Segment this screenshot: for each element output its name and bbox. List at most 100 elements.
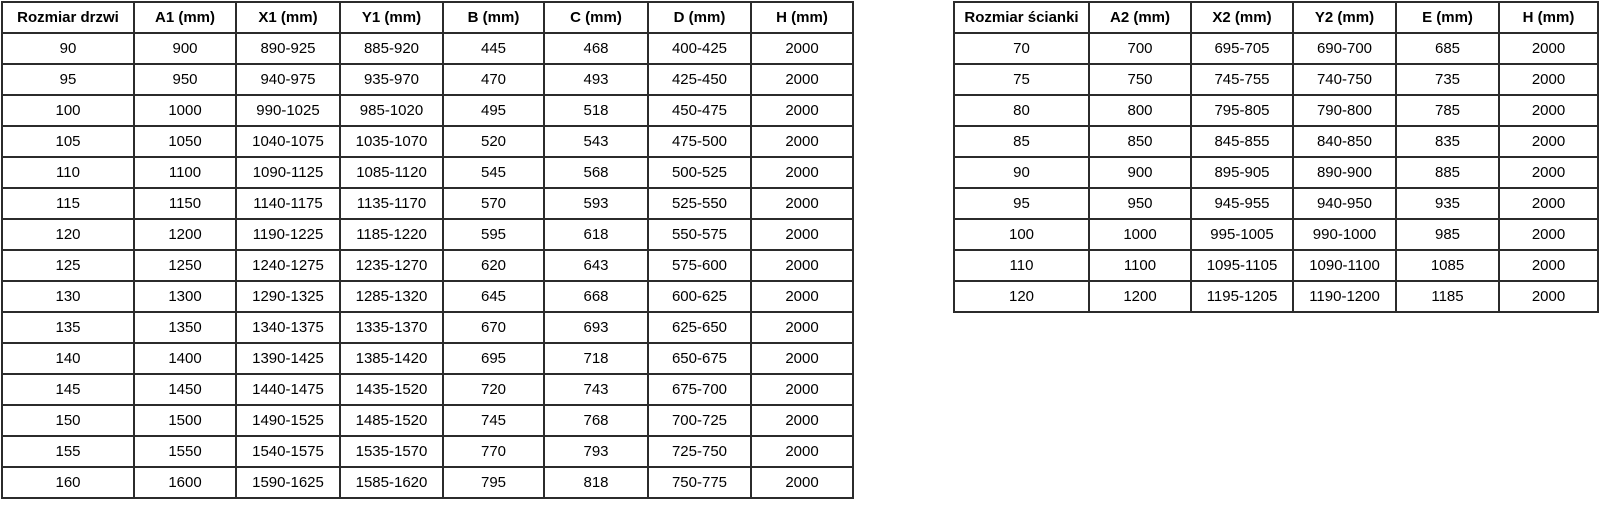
table-cell: 690-700	[1292, 32, 1397, 65]
table-cell: 668	[543, 280, 649, 313]
column-header: Y1 (mm)	[339, 1, 444, 34]
column-header: B (mm)	[442, 1, 545, 34]
table-cell: 743	[543, 373, 649, 406]
table-cell: 1285-1320	[339, 280, 444, 313]
table-cell: 1385-1420	[339, 342, 444, 375]
table-cell: 895-905	[1190, 156, 1294, 189]
table-cell: 900	[1088, 156, 1192, 189]
table-cell: 985	[1395, 218, 1500, 251]
table-cell: 670	[442, 311, 545, 344]
table-cell: 150	[1, 404, 135, 437]
table-cell: 2000	[750, 94, 854, 127]
table-cell: 135	[1, 311, 135, 344]
table-cell: 750-775	[647, 466, 752, 499]
table-cell: 695	[442, 342, 545, 375]
table-cell: 2000	[750, 63, 854, 96]
table-cell: 840-850	[1292, 125, 1397, 158]
table-cell: 2000	[750, 125, 854, 158]
table-cell: 650-675	[647, 342, 752, 375]
table-row: 75 750 745-755 740-750 735 2000	[953, 63, 1599, 96]
table-cell: 100	[1, 94, 135, 127]
table-cell: 745-755	[1190, 63, 1294, 96]
table-cell: 1390-1425	[235, 342, 341, 375]
table-cell: 695-705	[1190, 32, 1294, 65]
column-header: A1 (mm)	[133, 1, 237, 34]
table-cell: 1435-1520	[339, 373, 444, 406]
table-cell: 2000	[750, 249, 854, 282]
table-cell: 935	[1395, 187, 1500, 220]
table-cell: 2000	[1498, 32, 1599, 65]
table-cell: 625-650	[647, 311, 752, 344]
table-cell: 1095-1105	[1190, 249, 1294, 282]
table-cell: 990-1025	[235, 94, 341, 127]
table-cell: 795-805	[1190, 94, 1294, 127]
table-cell: 593	[543, 187, 649, 220]
wall-table-header-row: Rozmiar ścianki A2 (mm) X2 (mm) Y2 (mm) E (m…	[953, 1, 1599, 34]
table-cell: 1590-1625	[235, 466, 341, 499]
table-cell: 1100	[1088, 249, 1192, 282]
table-cell: 770	[442, 435, 545, 468]
table-cell: 2000	[750, 373, 854, 406]
table-cell: 693	[543, 311, 649, 344]
table-cell: 885-920	[339, 32, 444, 65]
column-header: X1 (mm)	[235, 1, 341, 34]
table-cell: 570	[442, 187, 545, 220]
column-header: D (mm)	[647, 1, 752, 34]
table-cell: 1350	[133, 311, 237, 344]
table-row: 85 850 845-855 840-850 835 2000	[953, 125, 1599, 158]
table-cell: 785	[1395, 94, 1500, 127]
table-cell: 1500	[133, 404, 237, 437]
table-cell: 2000	[750, 32, 854, 65]
table-row: 90 900 895-905 890-900 885 2000	[953, 156, 1599, 189]
table-cell: 1150	[133, 187, 237, 220]
table-cell: 793	[543, 435, 649, 468]
table-row: 90 900 890-925 885-920 445 468 400-425 2000	[1, 32, 854, 65]
table-cell: 1190-1200	[1292, 280, 1397, 313]
column-header: A2 (mm)	[1088, 1, 1192, 34]
table-cell: 950	[133, 63, 237, 96]
table-cell: 700-725	[647, 404, 752, 437]
table-cell: 768	[543, 404, 649, 437]
table-cell: 160	[1, 466, 135, 499]
table-cell: 720	[442, 373, 545, 406]
table-row: 80 800 795-805 790-800 785 2000	[953, 94, 1599, 127]
table-cell: 850	[1088, 125, 1192, 158]
table-cell: 1100	[133, 156, 237, 189]
table-row: 100 1000 995-1005 990-1000 985 2000	[953, 218, 1599, 251]
table-row: 115 1150 1140-1175 1135-1170 570 593 525-550 20…	[1, 187, 854, 220]
table-row: 105 1050 1040-1075 1035-1070 520 543 475-500 20…	[1, 125, 854, 158]
table-cell: 1200	[1088, 280, 1192, 313]
table-cell: 2000	[750, 466, 854, 499]
column-header: C (mm)	[543, 1, 649, 34]
table-cell: 940-975	[235, 63, 341, 96]
table-row: 150 1500 1490-1525 1485-1520 745 768 700-725 20…	[1, 404, 854, 437]
table-cell: 2000	[1498, 249, 1599, 282]
table-cell: 1250	[133, 249, 237, 282]
column-header: Rozmiar ścianki	[953, 1, 1090, 34]
table-cell: 400-425	[647, 32, 752, 65]
table-cell: 643	[543, 249, 649, 282]
table-cell: 1135-1170	[339, 187, 444, 220]
wall-panel-dimensions-table: Rozmiar ścianki A2 (mm) X2 (mm) Y2 (mm) E (m…	[953, 1, 1599, 313]
table-cell: 105	[1, 125, 135, 158]
table-cell: 1085	[1395, 249, 1500, 282]
table-cell: 1000	[1088, 218, 1192, 251]
table-cell: 800	[1088, 94, 1192, 127]
table-cell: 1240-1275	[235, 249, 341, 282]
table-cell: 450-475	[647, 94, 752, 127]
table-cell: 1195-1205	[1190, 280, 1294, 313]
table-cell: 985-1020	[339, 94, 444, 127]
table-cell: 1200	[133, 218, 237, 251]
table-cell: 550-575	[647, 218, 752, 251]
table-cell: 2000	[1498, 94, 1599, 127]
table-cell: 568	[543, 156, 649, 189]
table-cell: 425-450	[647, 63, 752, 96]
table-cell: 950	[1088, 187, 1192, 220]
table-cell: 1035-1070	[339, 125, 444, 158]
table-cell: 575-600	[647, 249, 752, 282]
table-cell: 1090-1100	[1292, 249, 1397, 282]
column-header: Rozmiar drzwi	[1, 1, 135, 34]
table-cell: 1550	[133, 435, 237, 468]
column-header: H (mm)	[1498, 1, 1599, 34]
